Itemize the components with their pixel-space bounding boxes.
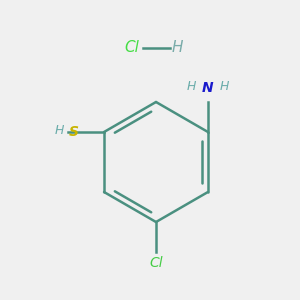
Text: H: H bbox=[171, 40, 183, 56]
Text: H: H bbox=[187, 80, 196, 93]
Text: Cl: Cl bbox=[124, 40, 140, 56]
Text: S: S bbox=[69, 125, 79, 139]
Text: N: N bbox=[202, 82, 214, 95]
Text: H: H bbox=[220, 80, 229, 93]
Text: H: H bbox=[54, 124, 64, 137]
Text: Cl: Cl bbox=[149, 256, 163, 270]
